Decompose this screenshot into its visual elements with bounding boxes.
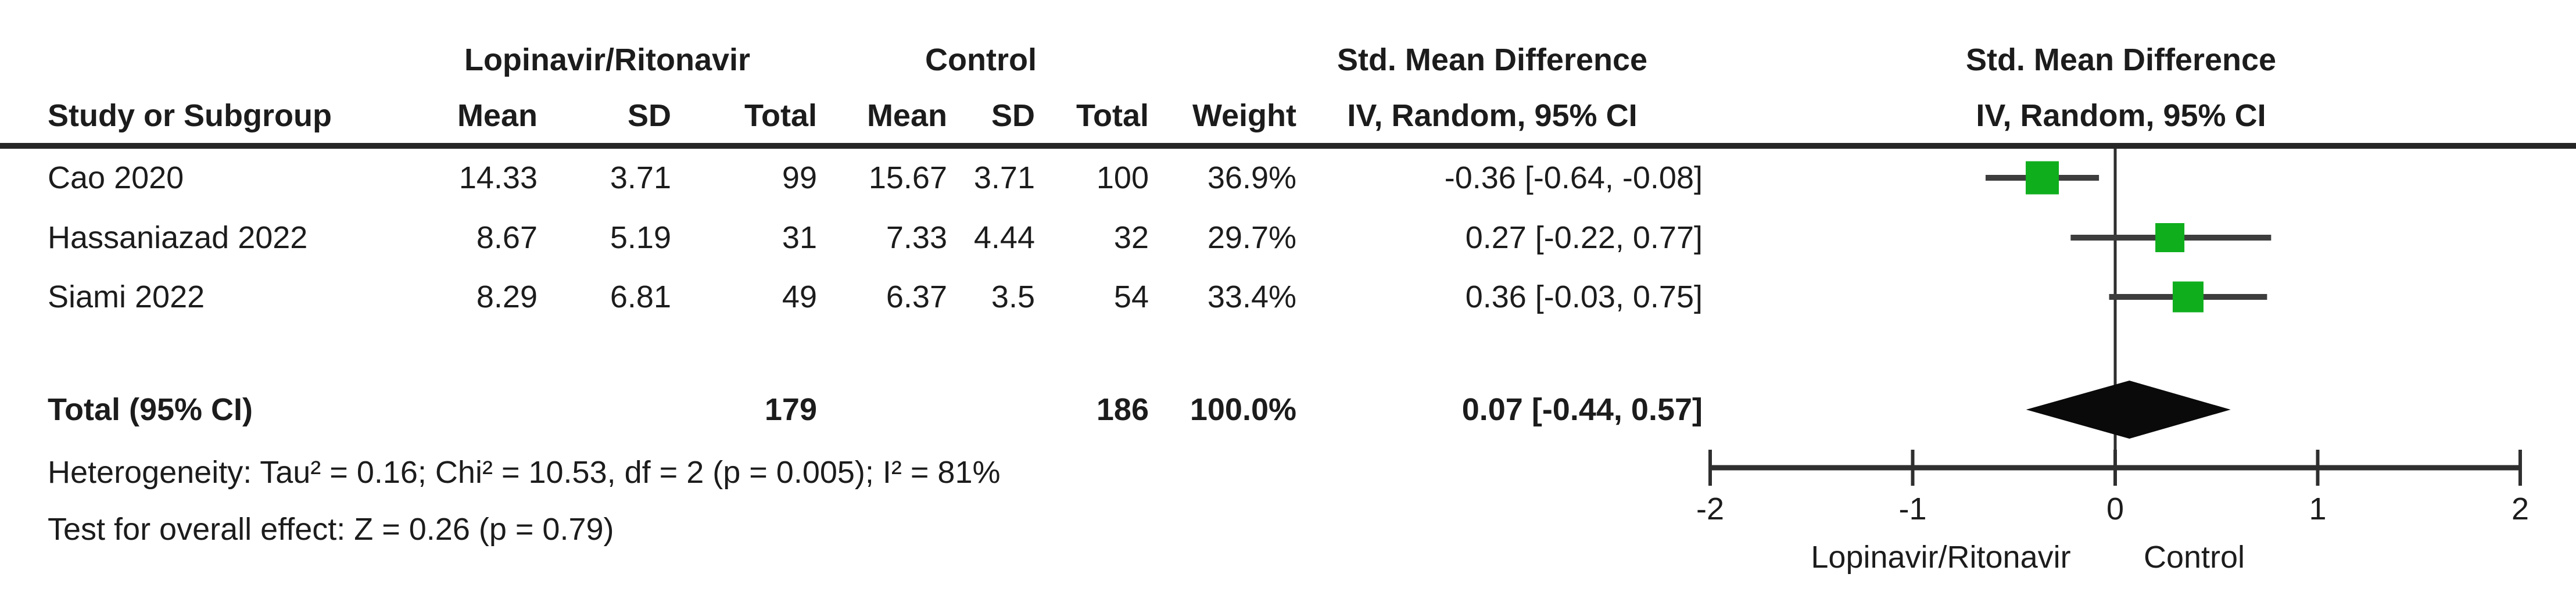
cell-ci: 0.36 [-0.03, 0.75] bbox=[1465, 279, 1703, 314]
axis-tick-label: 1 bbox=[2309, 492, 2327, 526]
study-marker bbox=[2155, 223, 2185, 252]
favours-left-label: Lopinavir/Ritonavir bbox=[1811, 540, 2071, 575]
col-header-mean2: Mean bbox=[866, 98, 947, 133]
group-header-control: Control bbox=[925, 42, 1037, 77]
total-total2: 186 bbox=[1096, 392, 1149, 427]
effect-header-right: Std. Mean Difference bbox=[1965, 42, 2277, 77]
cell-mean1: 8.29 bbox=[476, 279, 538, 314]
cell-sd2: 3.5 bbox=[991, 279, 1035, 314]
cell-study: Hassaniazad 2022 bbox=[48, 220, 308, 255]
cell-total2: 54 bbox=[1113, 279, 1149, 314]
cell-weight: 36.9% bbox=[1207, 160, 1296, 195]
study-marker bbox=[2026, 161, 2059, 195]
cell-ci: -0.36 [-0.64, -0.08] bbox=[1444, 160, 1703, 195]
cell-total1: 99 bbox=[782, 160, 817, 195]
cell-total2: 32 bbox=[1113, 220, 1149, 255]
overall-effect-note: Test for overall effect: Z = 0.26 (p = 0… bbox=[48, 512, 614, 547]
study-marker bbox=[2172, 281, 2204, 313]
col-header-sd2: SD bbox=[991, 98, 1035, 133]
col-header-ci-left: IV, Random, 95% CI bbox=[1347, 98, 1638, 133]
cell-mean1: 14.33 bbox=[458, 160, 538, 195]
col-header-study: Study or Subgroup bbox=[48, 98, 332, 133]
cell-ci: 0.27 [-0.22, 0.77] bbox=[1465, 220, 1703, 255]
col-header-sd1: SD bbox=[627, 98, 671, 133]
cell-mean1: 8.67 bbox=[476, 220, 538, 255]
cell-sd1: 6.81 bbox=[610, 279, 671, 314]
heterogeneity-note: Heterogeneity: Tau² = 0.16; Chi² = 10.53… bbox=[48, 455, 1001, 490]
total-weight: 100.0% bbox=[1190, 392, 1296, 427]
cell-mean2: 7.33 bbox=[886, 220, 947, 255]
effect-header-left: Std. Mean Difference bbox=[1337, 42, 1648, 77]
total-ci: 0.07 [-0.44, 0.57] bbox=[1461, 392, 1703, 427]
cell-sd1: 5.19 bbox=[610, 220, 671, 255]
cell-study: Cao 2020 bbox=[48, 160, 184, 195]
cell-total2: 100 bbox=[1096, 160, 1149, 195]
col-header-ci-right: IV, Random, 95% CI bbox=[1976, 98, 2266, 133]
cell-weight: 33.4% bbox=[1207, 279, 1296, 314]
total-label: Total (95% CI) bbox=[48, 392, 253, 427]
cell-mean2: 6.37 bbox=[886, 279, 947, 314]
total-total1: 179 bbox=[764, 392, 817, 427]
cell-mean2: 15.67 bbox=[868, 160, 947, 195]
axis-tick-label: -2 bbox=[1696, 492, 1725, 526]
header-rule bbox=[0, 143, 2576, 149]
axis-tick-label: 0 bbox=[2106, 492, 2124, 526]
cell-sd2: 4.44 bbox=[973, 220, 1035, 255]
cell-total1: 49 bbox=[782, 279, 817, 314]
cell-study: Siami 2022 bbox=[48, 279, 205, 314]
axis-tick-label: 2 bbox=[2511, 492, 2530, 526]
col-header-weight: Weight bbox=[1192, 98, 1296, 133]
axis-tick-label: -1 bbox=[1898, 492, 1927, 526]
cell-weight: 29.7% bbox=[1207, 220, 1296, 255]
cell-sd1: 3.71 bbox=[610, 160, 671, 195]
col-header-total1: Total bbox=[744, 98, 817, 133]
col-header-mean1: Mean bbox=[457, 98, 538, 133]
col-header-total2: Total bbox=[1076, 98, 1149, 133]
group-header-experimental: Lopinavir/Ritonavir bbox=[464, 42, 751, 77]
summary-diamond bbox=[2026, 381, 2231, 439]
favours-right-label: Control bbox=[2143, 540, 2245, 575]
cell-sd2: 3.71 bbox=[973, 160, 1035, 195]
cell-total1: 31 bbox=[782, 220, 817, 255]
